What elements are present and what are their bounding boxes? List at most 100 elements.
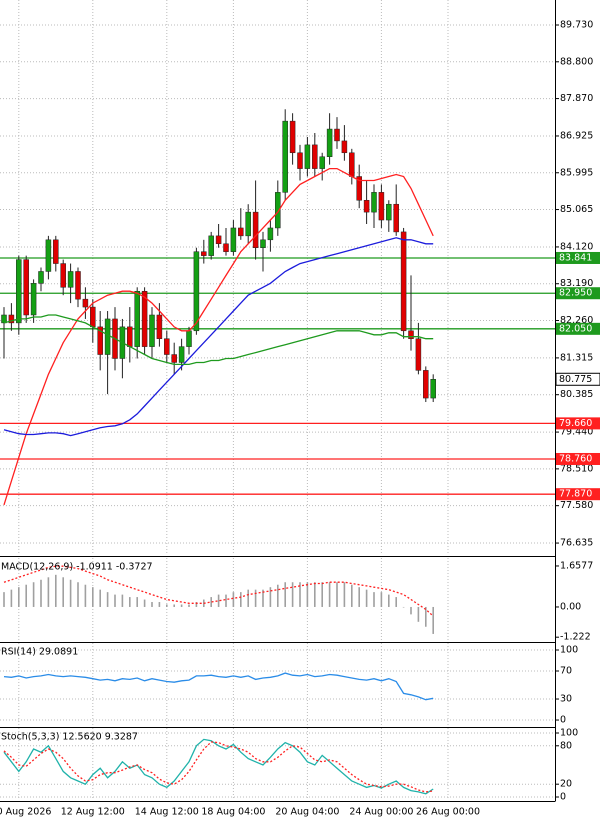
y-tick-label: 70 xyxy=(560,666,572,677)
candle-body xyxy=(260,239,266,248)
candle-body xyxy=(319,156,325,169)
level-tag xyxy=(556,322,600,335)
macd-bar xyxy=(129,597,131,607)
candle-body xyxy=(341,140,348,154)
macd-bar xyxy=(10,589,13,607)
candle-body xyxy=(400,231,407,332)
candle-body xyxy=(312,144,318,169)
y-tick-label: 85.995 xyxy=(560,167,593,178)
macd-bar xyxy=(277,584,279,607)
moving-average xyxy=(3,237,434,437)
macd-bar xyxy=(195,602,198,607)
candle-body xyxy=(30,283,37,316)
candle-body xyxy=(223,243,229,252)
macd-bar xyxy=(314,582,316,607)
candle-body xyxy=(164,338,170,355)
macd-bar xyxy=(173,604,175,607)
candle-body xyxy=(267,227,274,241)
macd-bar xyxy=(254,589,257,607)
y-tick-label: 100 xyxy=(560,727,578,738)
candle-body xyxy=(349,152,355,177)
macd-bar xyxy=(358,587,360,607)
level-tag xyxy=(556,417,600,430)
y-tick-label: 76.635 xyxy=(560,538,593,549)
macd-bar xyxy=(84,584,87,607)
indicator-line xyxy=(3,741,434,793)
candle-body xyxy=(82,298,89,308)
macd-bar xyxy=(69,579,72,607)
candle-body xyxy=(289,120,296,154)
macd-bar xyxy=(62,577,64,607)
y-tick-label: 87.870 xyxy=(560,93,593,104)
macd-bar xyxy=(143,599,146,607)
candle-body xyxy=(326,128,333,157)
macd-bar xyxy=(180,604,183,607)
candle-body xyxy=(53,239,59,264)
candle-body xyxy=(245,211,251,237)
level-label: 82.950 xyxy=(559,288,592,299)
macd-bar xyxy=(432,606,434,634)
y-tick-label: 82.260 xyxy=(560,315,593,326)
macd-bar xyxy=(166,604,168,607)
y-tick-label: 81.315 xyxy=(560,352,593,363)
macd-bar xyxy=(32,582,35,607)
macd-bar xyxy=(247,589,249,607)
y-tick-label: 100 xyxy=(560,645,578,656)
x-tick-label: 12 Aug 12:00 xyxy=(61,807,125,818)
level-tag xyxy=(556,488,600,501)
candle-body xyxy=(45,239,52,272)
macd-bar xyxy=(240,592,242,607)
macd-bar xyxy=(106,592,109,607)
macd-bar xyxy=(373,592,375,607)
candle-body xyxy=(8,314,15,324)
candle-body xyxy=(186,330,192,347)
candle-body xyxy=(104,318,111,355)
candle-body xyxy=(67,271,74,288)
grid-layer xyxy=(0,0,559,800)
y-tick-label: 77.580 xyxy=(560,500,593,511)
macd-bar xyxy=(25,584,27,607)
macd-bar xyxy=(336,582,338,607)
candle-body xyxy=(23,259,29,316)
candle-body xyxy=(134,290,140,347)
macd-bar xyxy=(395,597,397,607)
level-tag xyxy=(556,452,600,465)
macd-signal xyxy=(3,565,434,617)
macd-bar xyxy=(262,589,264,607)
level-tag xyxy=(556,251,600,264)
candle-body xyxy=(149,314,155,347)
y-tick-label: 1.6577 xyxy=(560,560,593,571)
candle-body xyxy=(90,306,96,328)
candle-body xyxy=(127,326,133,347)
moving-average xyxy=(3,314,434,366)
y-tick-label: 0 xyxy=(560,791,566,802)
level-label: 82.050 xyxy=(559,323,592,334)
macd-bar xyxy=(188,604,190,607)
frame xyxy=(0,0,556,802)
macd-bar xyxy=(136,597,138,607)
candle-body xyxy=(275,192,281,229)
y-tick-label: 80 xyxy=(560,740,572,751)
candle-body xyxy=(215,235,222,245)
candle-body xyxy=(75,271,81,300)
candle-body xyxy=(334,128,340,142)
candle-body xyxy=(356,176,362,201)
y-tick-label: 85.065 xyxy=(560,204,593,215)
candle-body xyxy=(378,192,385,221)
y-tick-label: 88.800 xyxy=(560,56,593,67)
level-tag xyxy=(556,287,600,300)
candle-body xyxy=(430,379,436,399)
macd-bar xyxy=(77,582,79,607)
level-label: 78.760 xyxy=(559,453,592,464)
candle-body xyxy=(171,354,177,363)
candle-body xyxy=(38,271,44,284)
candle-body xyxy=(415,338,422,371)
candle-body xyxy=(393,203,399,233)
level-label: 79.660 xyxy=(559,418,592,429)
macd-bar xyxy=(388,594,390,607)
candle-body xyxy=(230,227,237,252)
macd-bar xyxy=(225,594,227,607)
candle-body xyxy=(423,370,429,399)
